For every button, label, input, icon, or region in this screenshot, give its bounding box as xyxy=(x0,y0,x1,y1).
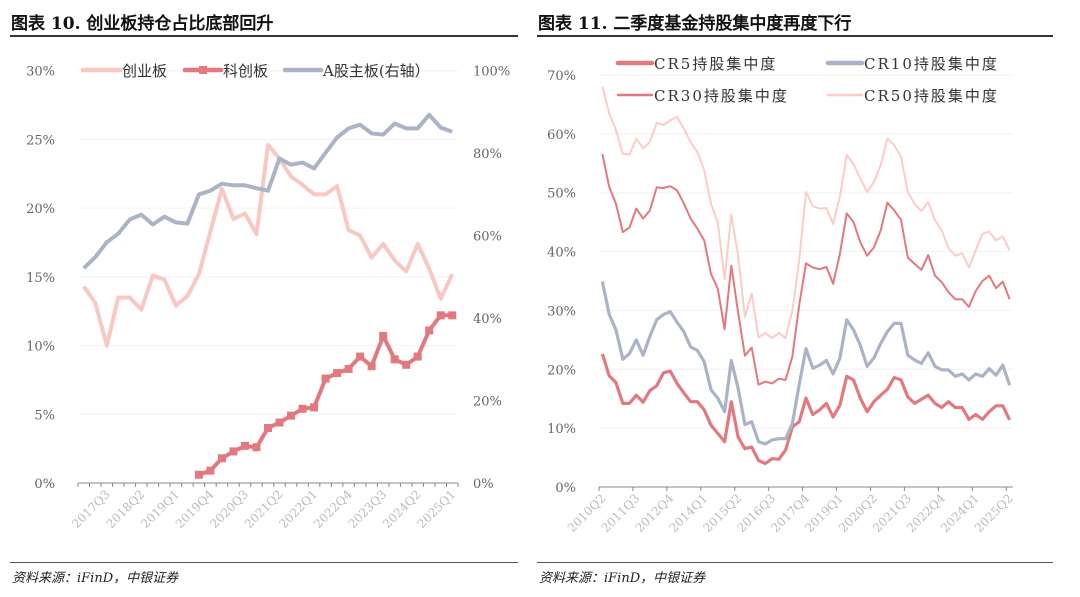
x-tick-label: 2025Q1 xyxy=(415,487,459,531)
y-tick-label: 10% xyxy=(26,340,55,355)
legend-label: CR50持股集中度 xyxy=(864,87,999,105)
data-point-marker xyxy=(448,311,457,320)
data-point-marker xyxy=(379,331,388,340)
legend-label: 创业板 xyxy=(122,62,167,80)
y-tick-label: 20% xyxy=(26,202,55,217)
data-point-marker xyxy=(298,404,307,413)
right-source-rule xyxy=(537,562,1053,563)
data-point-marker xyxy=(287,411,296,420)
data-point-marker xyxy=(356,352,365,361)
legend-label: CR10持股集中度 xyxy=(864,55,999,73)
y2-tick-label: 40% xyxy=(473,312,502,327)
data-point-marker xyxy=(436,311,445,320)
y-tick-label: 40% xyxy=(547,246,576,261)
y2-tick-label: 60% xyxy=(473,230,502,245)
y2-tick-label: 100% xyxy=(473,65,510,80)
y-tick-label: 30% xyxy=(26,65,55,80)
data-point-marker xyxy=(367,362,376,371)
legend-label: 科创板 xyxy=(223,62,268,80)
right-source-note: 资料来源：iFinD，中银证券 xyxy=(539,571,706,586)
data-point-marker xyxy=(402,360,411,369)
legend-label: A股主板(右轴） xyxy=(322,62,430,80)
left-title-rule xyxy=(10,35,518,37)
data-point-marker xyxy=(425,326,434,335)
series-line-2 xyxy=(82,112,453,270)
y-tick-label: 70% xyxy=(547,69,576,84)
data-point-marker xyxy=(321,374,330,383)
left-source-note: 资料来源：iFinD，中银证券 xyxy=(12,571,179,586)
data-point-marker xyxy=(333,369,342,378)
y-tick-label: 5% xyxy=(34,408,55,423)
series-line-0 xyxy=(82,142,455,348)
data-point-marker xyxy=(275,418,284,427)
data-point-marker xyxy=(229,447,238,456)
data-point-marker xyxy=(390,355,399,364)
series-line-3 xyxy=(601,86,1011,340)
chart-1: 0%10%20%30%40%50%60%70%2010Q22011Q32012Q… xyxy=(547,55,1016,535)
y-tick-label: 0% xyxy=(34,477,55,492)
data-point-marker xyxy=(206,466,215,475)
data-point-marker xyxy=(264,424,272,433)
right-chart-title: 图表 11. 二季度基金持股集中度再度下行 xyxy=(538,14,852,34)
left-source-rule xyxy=(10,562,518,563)
legend-marker xyxy=(199,66,207,74)
data-point-marker xyxy=(194,470,203,479)
y-tick-label: 30% xyxy=(547,304,576,319)
right-title-rule xyxy=(537,35,1053,37)
legend-label: CR30持股集中度 xyxy=(654,87,789,105)
left-chart-title: 图表 10. 创业板持仓占比底部回升 xyxy=(11,14,274,34)
y-tick-label: 25% xyxy=(26,133,55,148)
y-tick-label: 60% xyxy=(547,128,576,143)
y-tick-label: 15% xyxy=(26,271,55,286)
y-tick-label: 50% xyxy=(547,187,576,202)
series-line-1 xyxy=(600,281,1012,446)
data-point-marker xyxy=(344,364,353,373)
y-tick-label: 0% xyxy=(555,481,576,496)
data-point-marker xyxy=(413,352,422,361)
legend-label: CR5持股集中度 xyxy=(654,55,777,73)
y-tick-label: 20% xyxy=(547,363,576,378)
y-tick-label: 10% xyxy=(547,422,576,437)
y2-tick-label: 0% xyxy=(473,477,494,492)
data-point-marker xyxy=(310,403,319,412)
y2-tick-label: 80% xyxy=(473,147,502,162)
data-point-marker xyxy=(240,441,249,450)
data-point-marker xyxy=(252,443,261,452)
data-point-marker xyxy=(217,454,226,463)
y2-tick-label: 20% xyxy=(473,395,502,410)
chart-0: 0%5%10%15%20%25%30%0%20%40%60%80%100%201… xyxy=(26,62,510,531)
